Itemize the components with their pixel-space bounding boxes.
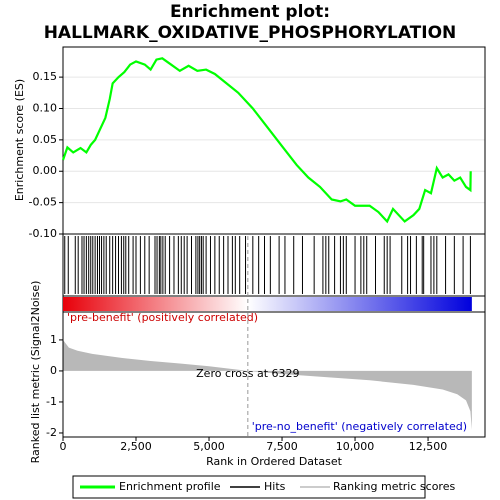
y-tick-label: -1	[46, 395, 57, 408]
y-tick-label: 0.15	[33, 70, 58, 83]
y-tick-label: 0.00	[33, 164, 58, 177]
y-axis-label: Enrichment score (ES)	[13, 79, 26, 201]
y-tick-label: -2	[46, 426, 57, 439]
y-tick-label: 1	[50, 333, 57, 346]
y-tick-label: 0	[50, 364, 57, 377]
y-tick-label: -0.10	[29, 227, 57, 240]
y-axis-label: Ranked list metric (Signal2Noise)	[29, 281, 42, 464]
y-tick-label: -0.05	[29, 196, 57, 209]
frame	[62, 46, 486, 438]
legend-label: Ranking metric scores	[333, 480, 455, 493]
pos-label: 'pre-benefit' (positively correlated)	[67, 311, 258, 324]
x-tick-label: 5,000	[193, 440, 225, 453]
x-axis-label: Rank in Ordered Dataset	[206, 455, 343, 468]
neg-label: 'pre-no_benefit' (negatively correlated)	[252, 420, 467, 433]
enrichment-line	[61, 57, 472, 224]
x-tick-label: 12,500	[409, 440, 448, 453]
annotation: Zero cross at 6329	[196, 367, 299, 380]
legend-label: Hits	[264, 480, 286, 493]
legend-label: Enrichment profile	[119, 480, 221, 493]
y-tick-label: 0.10	[33, 101, 58, 114]
color-bar	[63, 297, 472, 311]
x-tick-label: 7,500	[266, 440, 298, 453]
x-tick-label: 2,500	[120, 440, 152, 453]
title-line: Enrichment plot:	[170, 2, 330, 22]
metric-area	[63, 339, 472, 430]
x-tick-label: 10,000	[336, 440, 375, 453]
title-line: HALLMARK_OXIDATIVE_PHOSPHORYLATION	[44, 23, 457, 43]
x-tick-label: 0	[60, 440, 67, 453]
y-tick-label: 0.05	[33, 133, 58, 146]
